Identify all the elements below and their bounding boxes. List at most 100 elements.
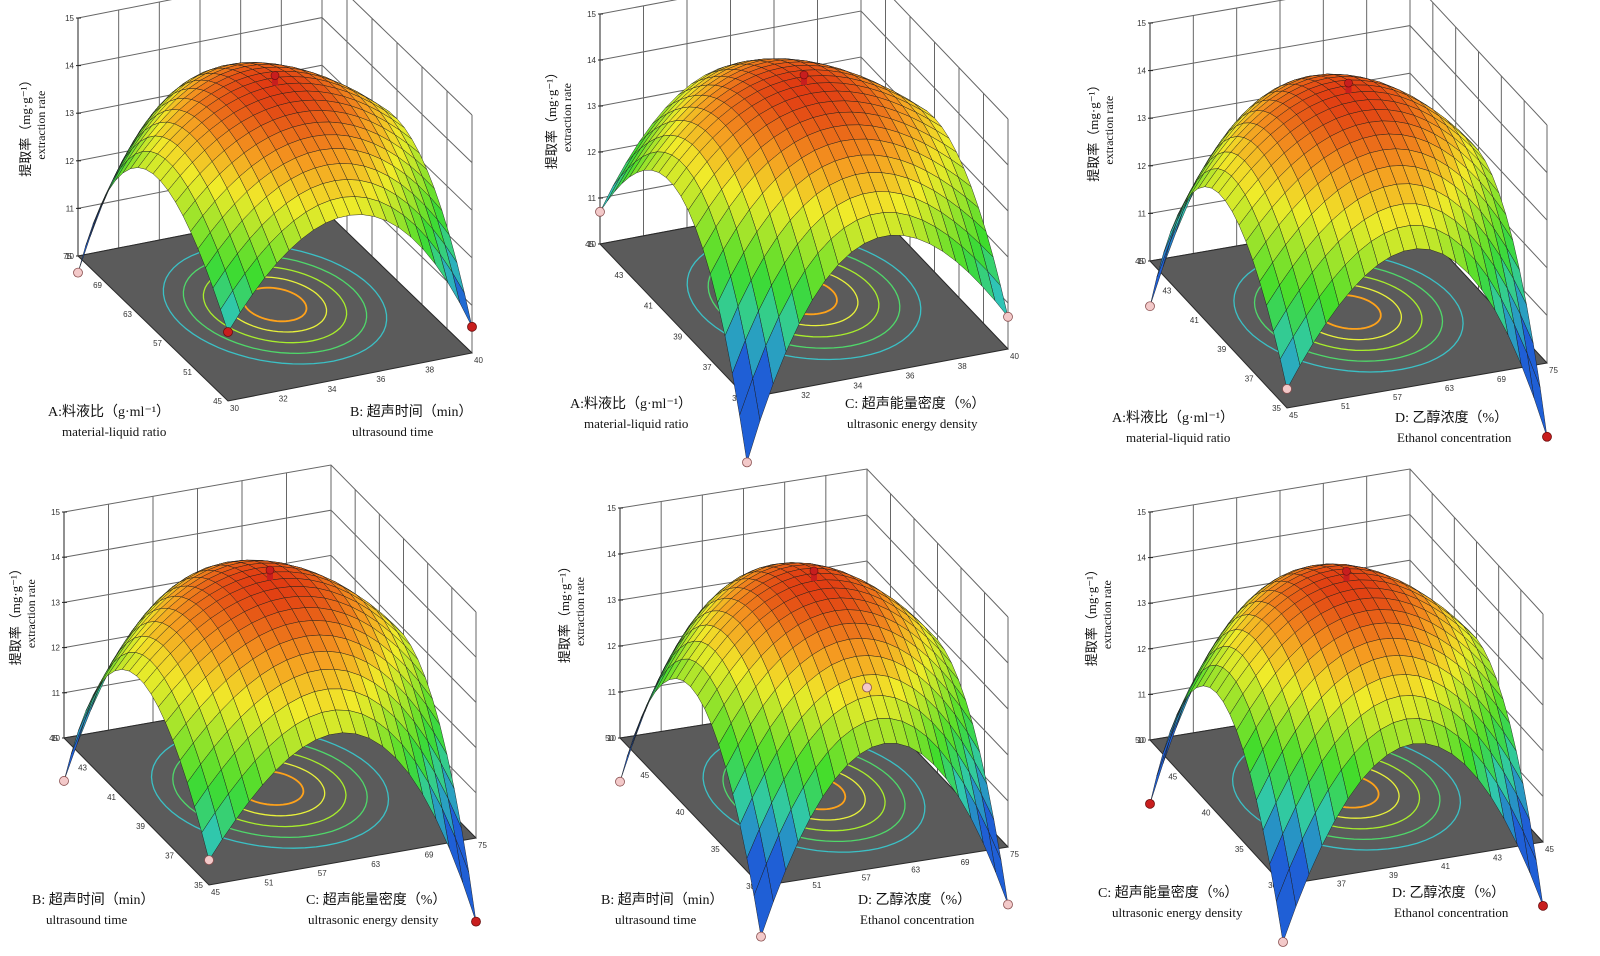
right-axis-tick-label: 57 — [862, 873, 871, 882]
surface-cell — [220, 290, 241, 333]
surface-cell — [1276, 867, 1297, 943]
z-tick-label: 15 — [607, 504, 616, 513]
design-point — [270, 71, 280, 80]
left-axis-tick-label: 40 — [676, 808, 685, 817]
right-axis-tick-label: 38 — [425, 366, 434, 375]
design-point — [1542, 431, 1552, 442]
left-axis-tick-label: 45 — [49, 734, 58, 743]
response-surface — [1149, 563, 1544, 943]
left-axis-label-zh: B: 超声时间（min） — [601, 892, 724, 908]
right-axis-tick-label: 51 — [812, 881, 821, 890]
surface-plot-1: 10 11 12 13 14 15 45 51 57 63 69 75 30 32 34 36 38 40 提取率（… — [18, 0, 483, 439]
left-axis-tick-label: 41 — [107, 793, 116, 802]
z-tick-label: 13 — [1137, 114, 1146, 123]
right-axis-label-en: ultrasonic energy density — [847, 416, 978, 431]
z-tick-label: 13 — [587, 102, 596, 111]
left-axis-tick-label: 45 — [1168, 772, 1177, 781]
left-axis-tick-label: 43 — [614, 271, 623, 280]
z-tick-label: 13 — [1137, 599, 1146, 608]
right-axis-tick-label: 75 — [1549, 366, 1558, 375]
design-point — [809, 566, 819, 576]
surface-cell — [1526, 353, 1548, 437]
left-axis-label-zh: A:料液比（g·ml⁻¹） — [1112, 410, 1234, 426]
z-axis-label-zh: 提取率（mg·g⁻¹） — [1086, 78, 1101, 181]
right-axis-tick-label: 37 — [1337, 879, 1346, 888]
left-axis-tick-label: 45 — [1135, 257, 1144, 266]
right-axis-tick-label: 40 — [1010, 352, 1019, 361]
left-axis-tick-label: 43 — [78, 763, 87, 772]
right-axis-label-zh: B: 超声时间（min） — [350, 404, 473, 420]
right-axis-tick-label: 57 — [1393, 393, 1402, 402]
grid-line — [1149, 72, 1548, 221]
z-tick-label: 11 — [608, 688, 617, 697]
z-tick-label: 11 — [588, 194, 597, 203]
design-point — [1342, 566, 1351, 576]
z-axis-label: 提取率（mg·g⁻¹） extraction rate — [1086, 78, 1116, 181]
right-axis-tick-label: 39 — [1389, 871, 1398, 880]
design-point — [742, 457, 752, 468]
z-tick-label: 10 — [65, 252, 74, 261]
left-axis-tick-label: 37 — [1245, 375, 1254, 384]
design-point — [1003, 899, 1013, 910]
left-axis-tick-label: 35 — [1272, 404, 1281, 413]
grid-line — [1149, 0, 1548, 126]
design-point — [73, 267, 83, 278]
right-axis-label-zh: D: 乙醇浓度（%） — [858, 891, 971, 908]
grid-line — [1149, 25, 1548, 173]
design-point — [1278, 937, 1288, 947]
left-axis-label-en: material-liquid ratio — [1126, 430, 1230, 445]
design-point — [615, 776, 625, 787]
left-axis-tick-label: 39 — [673, 332, 682, 341]
z-tick-label: 10 — [607, 734, 616, 743]
right-axis-tick-label: 38 — [958, 362, 967, 371]
left-axis-tick-label: 37 — [703, 363, 712, 372]
right-axis-tick-label: 45 — [1289, 411, 1298, 420]
z-tick-label: 14 — [1137, 67, 1146, 76]
right-axis-tick-label: 75 — [478, 841, 487, 850]
left-axis-label-en: material-liquid ratio — [584, 416, 688, 431]
design-point — [1538, 900, 1548, 911]
right-axis-tick-label: 34 — [328, 385, 337, 394]
right-axis-tick-label: 69 — [961, 858, 970, 867]
grid-line — [1149, 468, 1544, 615]
design-point — [595, 206, 605, 217]
left-axis-label-en: ultrasound time — [615, 912, 696, 927]
design-point — [471, 916, 481, 927]
response-surface — [1149, 73, 1548, 437]
right-axis-label-zh: D: 乙醇浓度（%） — [1392, 884, 1505, 901]
grid-line — [63, 464, 477, 613]
design-point — [799, 70, 809, 80]
grid-line — [77, 0, 473, 116]
z-axis-label-en: extraction rate — [573, 577, 587, 646]
right-axis-tick-label: 51 — [1341, 402, 1350, 411]
left-axis-tick-label: 45 — [213, 397, 222, 406]
z-tick-label: 15 — [587, 10, 596, 19]
grid-line — [619, 514, 1009, 664]
design-point — [862, 682, 872, 693]
design-point — [265, 565, 275, 575]
z-tick-label: 15 — [1137, 508, 1146, 517]
right-axis-label-en: Ethanol concentration — [1394, 905, 1509, 920]
left-axis-label-zh: C: 超声能量密度（%） — [1098, 884, 1238, 901]
right-axis-tick-label: 57 — [318, 869, 327, 878]
z-axis-label-zh: 提取率（mg·g⁻¹） — [544, 66, 559, 169]
left-axis-tick-label: 69 — [93, 281, 102, 290]
left-axis-tick-label: 35 — [194, 881, 203, 890]
left-axis-tick-label: 41 — [1190, 316, 1199, 325]
z-axis-label-en: extraction rate — [560, 83, 574, 152]
right-axis-label-zh: D: 乙醇浓度（%） — [1395, 409, 1508, 426]
z-axis-label: 提取率（mg·g⁻¹） extraction rate — [8, 562, 38, 665]
z-axis-label: 提取率（mg·g⁻¹） extraction rate — [18, 73, 48, 176]
design-point — [59, 776, 69, 786]
left-axis-label-en: ultrasonic energy density — [1112, 905, 1243, 920]
left-axis-label-zh: A:料液比（g·ml⁻¹） — [570, 396, 692, 412]
z-axis-label-en: extraction rate — [1100, 580, 1114, 649]
z-tick-label: 13 — [65, 109, 74, 118]
z-axis-label-zh: 提取率（mg·g⁻¹） — [557, 560, 572, 663]
design-point — [1145, 798, 1155, 809]
left-axis-tick-label: 40 — [1202, 809, 1211, 818]
z-tick-label: 11 — [66, 204, 75, 213]
left-axis-tick-label: 30 — [1268, 881, 1277, 890]
z-tick-label: 11 — [52, 689, 61, 698]
left-axis-tick-label: 39 — [1217, 345, 1226, 354]
